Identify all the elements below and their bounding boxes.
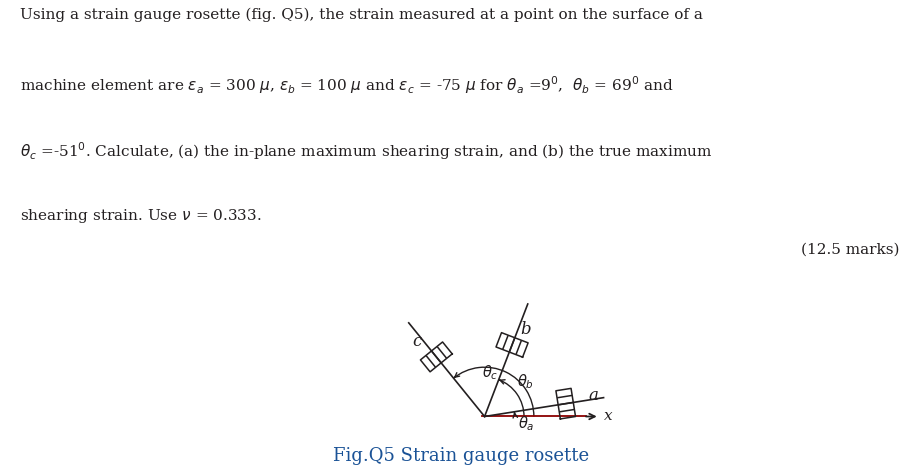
Text: $\theta_c$ =-51$^0$. Calculate, (a) the in-plane maximum shearing strain, and (b: $\theta_c$ =-51$^0$. Calculate, (a) the … — [20, 140, 713, 162]
Text: machine element are $\varepsilon_a$ = 300 $\mu$, $\varepsilon_b$ = 100 $\mu$ and: machine element are $\varepsilon_a$ = 30… — [20, 74, 674, 96]
Text: (12.5 marks): (12.5 marks) — [801, 243, 900, 257]
Text: shearing strain. Use $\nu$ = 0.333.: shearing strain. Use $\nu$ = 0.333. — [20, 207, 262, 225]
Text: $\theta_b$: $\theta_b$ — [517, 372, 533, 391]
Text: x: x — [604, 410, 613, 423]
Text: c: c — [413, 333, 422, 350]
Text: a: a — [589, 387, 598, 404]
Text: Fig.Q5 Strain gauge rosette: Fig.Q5 Strain gauge rosette — [333, 447, 590, 465]
Text: $\theta_a$: $\theta_a$ — [518, 414, 534, 433]
Text: b: b — [521, 321, 532, 338]
Text: Using a strain gauge rosette (fig. Q5), the strain measured at a point on the su: Using a strain gauge rosette (fig. Q5), … — [20, 8, 703, 22]
Text: $\theta_c$: $\theta_c$ — [482, 363, 498, 382]
